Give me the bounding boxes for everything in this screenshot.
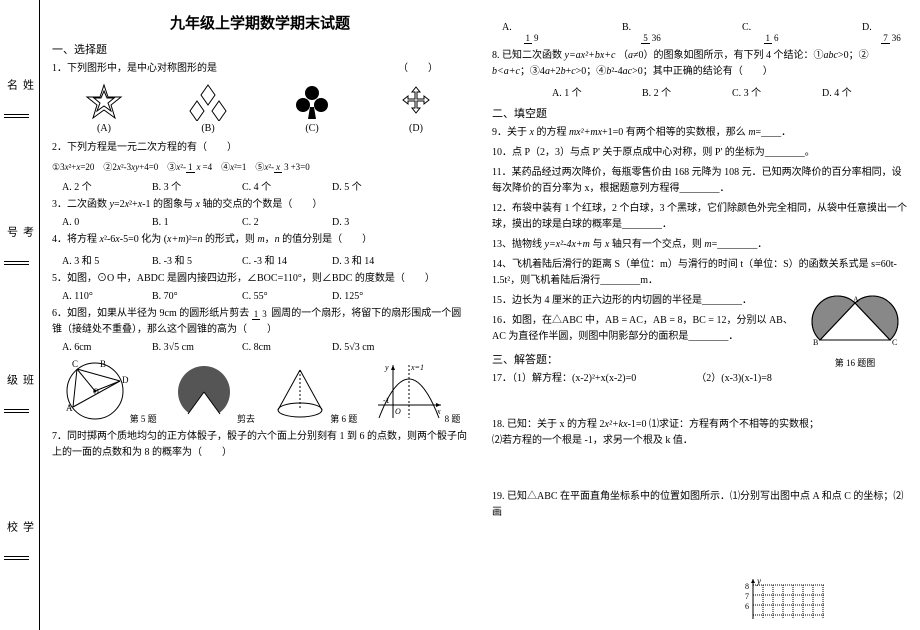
svg-text:B: B xyxy=(100,359,106,369)
question-13: 13、抛物线 y=x²-4x+m 与 x 轴只有一个交点，则 m=_______… xyxy=(492,237,908,253)
svg-text:C: C xyxy=(72,359,78,369)
question-2: 2．下列方程是一元二次方程的有（ ） xyxy=(52,140,468,156)
question-16: 16．如图，在△ABC 中，AB = AC，AB = 8，BC = 12，分别以… xyxy=(492,313,802,345)
svg-text:y: y xyxy=(384,363,389,372)
svg-text:A: A xyxy=(853,295,859,304)
question-19: 19. 已知△ABC 在平面直角坐标系中的位置如图所示．⑴分别写出图中点 A 和… xyxy=(492,489,908,521)
question-10: 10．点 P（2，3）与点 P' 关于原点成中心对称，则 P' 的坐标为____… xyxy=(492,145,908,161)
label-name: 姓名 xyxy=(4,79,36,109)
q5-options: A. 110°B. 70°C. 55°D. 125° xyxy=(62,291,468,302)
svg-text:x: x xyxy=(436,407,441,416)
right-column: A. 19 B. 536 C. 16 D. 736 8. 已知二次函数 y=ax… xyxy=(480,0,920,630)
parabola-icon: x=1 -1 Ox y xyxy=(373,360,445,422)
svg-text:D: D xyxy=(122,375,129,385)
question-12: 12．布袋中装有 1 个红球，2 个白球，3 个黑球，它们除颜色外完全相同，从袋… xyxy=(492,201,908,233)
q2-options: A. 2 个B. 3 个C. 4 个D. 5 个 xyxy=(62,178,468,193)
svg-text:C: C xyxy=(892,338,897,347)
svg-text:-1: -1 xyxy=(383,396,390,405)
label-school: 学校 xyxy=(4,521,36,551)
svg-text:8: 8 xyxy=(745,582,749,591)
question-11: 11．某药品经过两次降价，每瓶零售价由 168 元降为 108 元．已知两次降价… xyxy=(492,165,908,197)
section-2: 二、填空题 xyxy=(492,105,908,121)
q4-options: A. 3 和 5B. -3 和 5C. -3 和 14D. 3 和 14 xyxy=(62,252,468,267)
svg-text:6: 6 xyxy=(745,602,749,611)
svg-text:x=1: x=1 xyxy=(410,363,424,372)
cone-icon xyxy=(270,362,330,422)
question-5: 5．如图，⊙O 中，ABDC 是圆内接四边形，∠BOC=110°，则∠BDC 的… xyxy=(52,271,468,287)
q1-shapes: (A) (B) (C) (D) xyxy=(52,83,468,134)
label-class: 班级 xyxy=(4,374,36,404)
question-1: 1．下列图形中，是中心对称图形的是 （ ） xyxy=(52,61,468,77)
svg-text:O: O xyxy=(395,407,401,416)
binding-sidebar: 姓名 考号 班级 学校 xyxy=(0,0,40,630)
svg-text:7: 7 xyxy=(745,592,749,601)
svg-text:y: y xyxy=(756,577,761,586)
sector-cut-icon xyxy=(172,362,237,422)
q16-figure: ABC 第 16 题图 xyxy=(810,295,900,369)
question-9: 9．关于 x 的方程 mx²+mx+1=0 有两个相等的实数根，那么 m=___… xyxy=(492,125,908,141)
left-column: 九年级上学期数学期末试题 一、选择题 1．下列图形中，是中心对称图形的是 （ ）… xyxy=(40,0,480,630)
club-icon xyxy=(291,83,333,121)
question-6: 6．如图，如果从半径为 9cm 的圆形纸片剪去 13 圆周的一个扇形，将留下的扇… xyxy=(52,306,468,338)
figures-row: OCDAB第 5 题 剪去 第 6 题 x=1-1Oxy8 题 xyxy=(52,357,468,425)
svg-text:A: A xyxy=(66,403,73,413)
q19-grid: y 8 7 6 xyxy=(735,577,830,625)
question-18: 18. 已知：关于 x 的方程 2x²+kx-1=0 ⑴求证：方程有两个不相等的… xyxy=(492,417,908,449)
label-examno: 考号 xyxy=(4,226,36,256)
q8-options: A. 1 个B. 2 个C. 3 个D. 4 个 xyxy=(552,84,908,99)
star-icon xyxy=(83,83,125,121)
q3-options: A. 0B. 1C. 2D. 3 xyxy=(62,217,468,228)
svg-text:B: B xyxy=(813,338,818,347)
section-1: 一、选择题 xyxy=(52,41,468,57)
question-3: 3．二次函数 y=2x²+x-1 的图象与 x 轴的交点的个数是（ ） xyxy=(52,197,468,213)
exam-title: 九年级上学期数学期末试题 xyxy=(52,12,468,33)
q7-options: A. 19 B. 536 C. 16 D. 736 xyxy=(502,22,908,44)
page-content: 九年级上学期数学期末试题 一、选择题 1．下列图形中，是中心对称图形的是 （ ）… xyxy=(40,0,920,630)
question-4: 4．将方程 x²-6x-5=0 化为 (x+m)²=n 的形式，则 m，n 的值… xyxy=(52,232,468,248)
three-diamond-icon xyxy=(187,83,229,121)
question-7: 7．同时掷两个质地均匀的正方体骰子，骰子的六个面上分别刻有 1 到 6 的点数，… xyxy=(52,429,468,461)
q6-options: A. 6cmB. 3√5 cmC. 8cmD. 5√3 cm xyxy=(62,342,468,353)
question-14: 14、飞机着陆后滑行的距离 S（单位：m）与滑行的时间 t（单位：S）的函数关系… xyxy=(492,257,908,289)
q2-equations: ①3x²+x=20 ②2x²-3xy+4=0 ③x²-1x=4 ④x²=1 ⑤x… xyxy=(52,160,468,174)
question-17: 17．（1）解方程：(x-2)²+x(x-2)=0（2）(x-3)(x-1)=8 xyxy=(492,371,908,387)
question-8: 8. 已知二次函数 y=ax²+bx+c （a≠0）的图象如图所示，有下列 4 … xyxy=(492,48,908,80)
circle-abdc-icon: OCDAB xyxy=(60,357,130,422)
arrows-icon xyxy=(395,83,437,121)
